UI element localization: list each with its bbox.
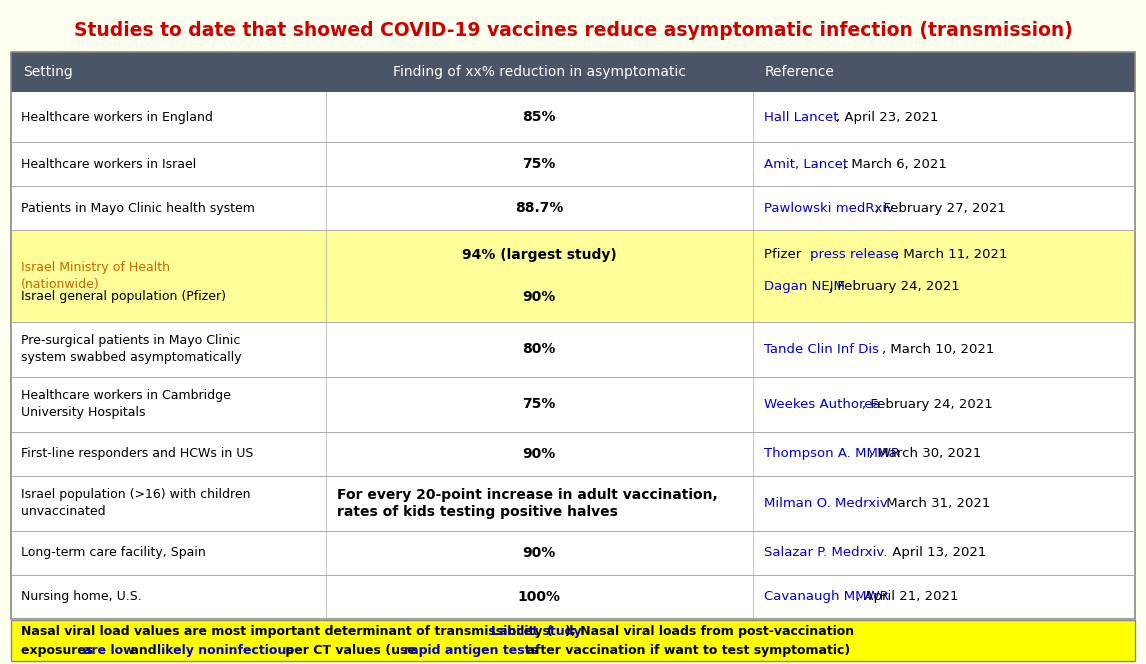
Text: , March 30, 2021: , March 30, 2021 — [869, 448, 981, 460]
Text: Pfizer: Pfizer — [764, 248, 806, 262]
Text: Israel general population (Pfizer): Israel general population (Pfizer) — [21, 290, 226, 303]
Text: likely noninfectious: likely noninfectious — [157, 644, 293, 657]
Text: Healthcare workers in Cambridge
University Hospitals: Healthcare workers in Cambridge Universi… — [21, 389, 230, 419]
Text: Nursing home, U.S.: Nursing home, U.S. — [21, 590, 141, 604]
FancyBboxPatch shape — [11, 620, 1135, 661]
Text: , March 11, 2021: , March 11, 2021 — [895, 248, 1007, 262]
FancyBboxPatch shape — [11, 575, 1135, 619]
Text: Amit, Lancet: Amit, Lancet — [764, 157, 848, 171]
Text: Studies to date that showed COVID-19 vaccines reduce asymptomatic infection (tra: Studies to date that showed COVID-19 vac… — [73, 21, 1073, 41]
Text: Healthcare workers in England: Healthcare workers in England — [21, 111, 212, 124]
Text: and: and — [126, 644, 160, 657]
Text: March 31, 2021: March 31, 2021 — [881, 497, 990, 510]
FancyBboxPatch shape — [11, 230, 1135, 322]
Text: 75%: 75% — [523, 397, 556, 411]
Text: 90%: 90% — [523, 546, 556, 560]
Text: 90%: 90% — [523, 290, 556, 304]
Text: Pawlowski medRxiv: Pawlowski medRxiv — [764, 202, 894, 214]
Text: Israel population (>16) with children
unvaccinated: Israel population (>16) with children un… — [21, 488, 250, 519]
Text: Salazar P. Medrxiv.: Salazar P. Medrxiv. — [764, 546, 887, 559]
Text: Milman O. Medrxiv.: Milman O. Medrxiv. — [764, 497, 892, 510]
Text: , February 27, 2021: , February 27, 2021 — [876, 202, 1006, 214]
Text: after vaccination if want to test symptomatic): after vaccination if want to test sympto… — [521, 644, 850, 657]
Text: Patients in Mayo Clinic health system: Patients in Mayo Clinic health system — [21, 202, 254, 214]
Text: are low: are low — [83, 644, 134, 657]
FancyBboxPatch shape — [11, 322, 1135, 376]
FancyBboxPatch shape — [11, 376, 1135, 432]
Text: , April 21, 2021: , April 21, 2021 — [856, 590, 958, 604]
Text: , February 24, 2021: , February 24, 2021 — [862, 398, 992, 411]
Text: 94% (largest study): 94% (largest study) — [462, 248, 617, 262]
Text: 90%: 90% — [523, 447, 556, 461]
Text: per CT values (use: per CT values (use — [281, 644, 419, 657]
Text: Setting: Setting — [23, 65, 72, 79]
Text: Lancet study: Lancet study — [490, 625, 581, 638]
Text: Tande Clin Inf Dis: Tande Clin Inf Dis — [764, 343, 879, 356]
Text: , February 24, 2021: , February 24, 2021 — [830, 280, 960, 293]
Text: 85%: 85% — [523, 110, 556, 124]
Text: For every 20-point increase in adult vaccination,
rates of kids testing positive: For every 20-point increase in adult vac… — [337, 487, 719, 519]
Text: ); Nasal viral loads from post-vaccination: ); Nasal viral loads from post-vaccinati… — [565, 625, 854, 638]
FancyBboxPatch shape — [11, 142, 1135, 186]
Text: 88.7%: 88.7% — [515, 201, 564, 215]
Text: exposures: exposures — [21, 644, 97, 657]
Text: Cavanaugh MMWR: Cavanaugh MMWR — [764, 590, 889, 604]
Text: Weekes Authorea: Weekes Authorea — [764, 398, 881, 411]
Text: April 13, 2021: April 13, 2021 — [888, 546, 987, 559]
Text: Thompson A. MMWR: Thompson A. MMWR — [764, 448, 901, 460]
FancyBboxPatch shape — [11, 476, 1135, 531]
Text: Reference: Reference — [764, 65, 834, 79]
Text: , March 10, 2021: , March 10, 2021 — [881, 343, 994, 356]
Text: press release: press release — [810, 248, 898, 262]
Text: Israel Ministry of Health
(nationwide): Israel Ministry of Health (nationwide) — [21, 261, 170, 291]
Text: Pre-surgical patients in Mayo Clinic
system swabbed asymptomatically: Pre-surgical patients in Mayo Clinic sys… — [21, 334, 242, 365]
Text: , April 23, 2021: , April 23, 2021 — [837, 111, 939, 124]
Text: Hall Lancet: Hall Lancet — [764, 111, 839, 124]
FancyBboxPatch shape — [11, 186, 1135, 230]
Text: First-line responders and HCWs in US: First-line responders and HCWs in US — [21, 448, 253, 460]
Text: 80%: 80% — [523, 342, 556, 357]
FancyBboxPatch shape — [11, 432, 1135, 476]
FancyBboxPatch shape — [11, 92, 1135, 142]
Text: Dagan NEJM: Dagan NEJM — [764, 280, 845, 293]
Text: rapid antigen tests: rapid antigen tests — [405, 644, 539, 657]
Text: 75%: 75% — [523, 157, 556, 171]
FancyBboxPatch shape — [11, 531, 1135, 575]
Text: Long-term care facility, Spain: Long-term care facility, Spain — [21, 546, 205, 559]
Text: Finding of xx% reduction in asymptomatic: Finding of xx% reduction in asymptomatic — [393, 65, 685, 79]
Text: 100%: 100% — [518, 590, 560, 604]
Text: , March 6, 2021: , March 6, 2021 — [842, 157, 947, 171]
Text: Healthcare workers in Israel: Healthcare workers in Israel — [21, 157, 196, 171]
FancyBboxPatch shape — [11, 52, 1135, 92]
Text: Nasal viral load values are most important determinant of transmissibility (: Nasal viral load values are most importa… — [21, 625, 552, 638]
